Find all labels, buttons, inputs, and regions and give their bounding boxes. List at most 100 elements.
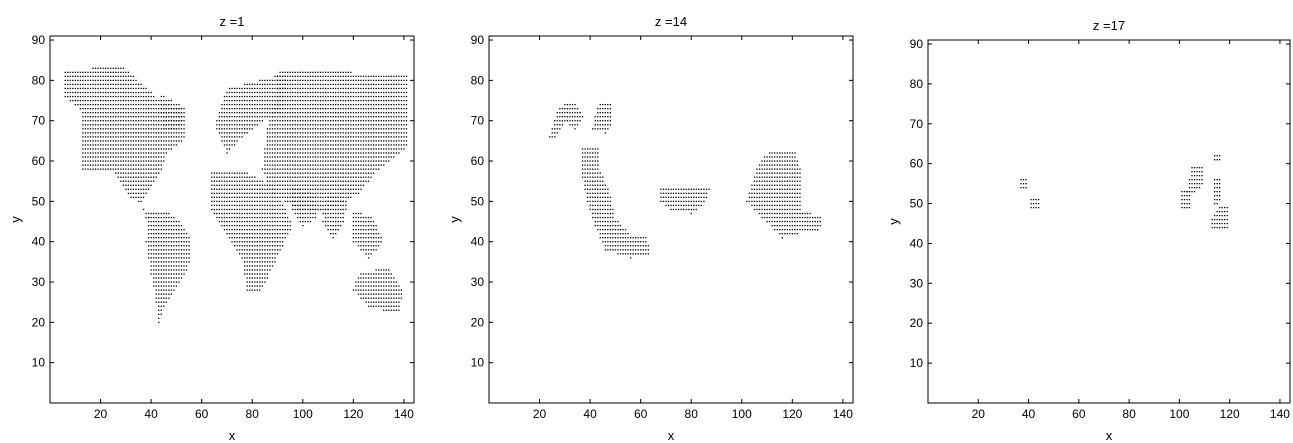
data-point [287,116,289,118]
data-point [223,103,226,106]
data-point [271,168,274,170]
data-point [236,116,238,118]
data-point [110,71,112,73]
data-point [322,75,324,78]
data-point [147,233,150,235]
data-point [390,277,392,279]
data-point [160,273,162,275]
data-point [170,128,173,130]
data-point [365,233,367,235]
data-point [173,257,175,259]
data-point [276,148,279,150]
data-point [327,95,329,98]
data-point [163,124,165,126]
data-point [370,224,372,227]
data-point [312,79,314,82]
data-point [246,124,248,126]
data-point [105,95,107,98]
data-point [284,140,286,142]
data-point [284,224,286,227]
data-point [284,196,286,199]
data-point [398,140,400,142]
data-point [360,184,362,186]
data-point [97,144,99,146]
data-point [299,176,301,178]
data-point [84,164,87,166]
data-point [340,103,342,106]
data-point [602,192,604,194]
data-point [261,233,264,235]
data-point [236,241,238,243]
data-point [329,208,332,211]
data-point [352,120,355,122]
data-point [279,103,281,106]
data-point [137,196,140,199]
data-point [398,99,400,102]
data-point [814,228,816,231]
data-point [624,233,627,235]
data-point [249,237,251,239]
data-point [132,180,135,182]
data-point [249,176,251,178]
data-point [307,192,309,194]
data-point [135,95,137,98]
data-point [244,273,246,275]
data-point [150,253,152,255]
data-point [350,75,352,78]
data-point [155,116,157,118]
data-point [122,132,125,134]
data-point [77,79,79,82]
data-point [385,301,387,303]
data-point [302,112,304,114]
data-point [352,124,355,126]
data-point [244,128,246,130]
data-point [559,112,561,114]
data-point [147,184,150,186]
data-point [274,112,276,114]
data-point [135,168,137,170]
data-point [337,79,339,82]
data-point [322,152,324,154]
data-point [132,112,135,114]
data-point [226,224,228,227]
data-point [266,140,269,142]
data-point [332,144,334,146]
data-point [309,144,312,146]
data-point [281,237,284,239]
data-point [158,164,160,166]
data-point [700,200,703,203]
data-point [142,148,145,150]
data-point [135,180,137,182]
data-point [251,208,253,211]
data-point [597,164,599,166]
data-point [342,148,344,150]
data-point [622,253,624,255]
data-point [594,160,596,162]
data-point [370,103,372,106]
data-point [302,204,304,207]
data-point [584,184,586,186]
data-point [105,148,107,150]
data-point [292,91,294,94]
data-point [698,192,700,194]
data-point [147,120,150,122]
data-point [287,71,289,73]
data-point [317,180,319,182]
data-point [703,188,705,190]
data-point [602,196,604,199]
data-point [269,265,271,267]
data-point [110,103,112,106]
data-point [256,188,258,190]
data-point [266,79,269,82]
data-point [317,136,319,138]
data-point [667,196,670,199]
data-point [246,253,248,255]
data-point [347,136,349,138]
data-point [337,212,339,215]
data-point [279,75,281,78]
data-point [350,79,352,82]
data-point [135,132,137,134]
data-point [352,79,355,82]
data-point [155,216,157,219]
data-point [158,253,160,255]
